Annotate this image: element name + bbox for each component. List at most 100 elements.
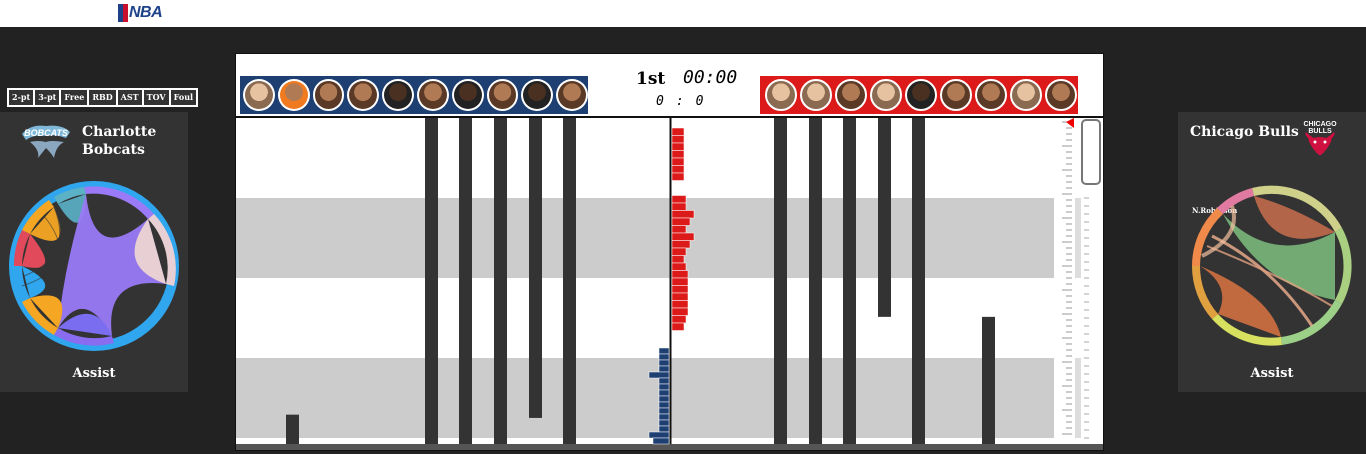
player-avatar[interactable] bbox=[486, 79, 519, 111]
chord-arc-4 bbox=[13, 266, 30, 302]
left-player-bar[interactable] bbox=[459, 118, 472, 444]
right-scoring-segment[interactable] bbox=[671, 307, 689, 316]
right-team-name: Chicago Bulls bbox=[1190, 124, 1299, 140]
right-scoring-segment[interactable] bbox=[671, 150, 685, 159]
left-player-bar[interactable] bbox=[563, 118, 576, 444]
left-scoring-segment[interactable] bbox=[658, 407, 670, 415]
player-avatar[interactable] bbox=[800, 79, 832, 111]
player-avatar[interactable] bbox=[870, 79, 902, 111]
player-avatar[interactable] bbox=[416, 79, 449, 111]
left-player-bar[interactable] bbox=[529, 118, 542, 418]
player-avatar[interactable] bbox=[312, 79, 345, 111]
left-scoring-segment[interactable] bbox=[658, 353, 670, 361]
right-scoring-segment[interactable] bbox=[671, 292, 689, 301]
right-scoring-segment[interactable] bbox=[671, 255, 685, 264]
left-player-bar[interactable] bbox=[494, 118, 507, 444]
player-avatar[interactable] bbox=[1045, 79, 1077, 111]
filter-assist-button[interactable]: AST bbox=[116, 89, 143, 106]
nba-logo[interactable]: NBA bbox=[118, 3, 163, 23]
left-scoring-segment[interactable] bbox=[648, 371, 670, 379]
right-player-bar[interactable] bbox=[774, 118, 787, 444]
left-scoring-segment[interactable] bbox=[658, 395, 670, 403]
right-scoring-segment[interactable] bbox=[671, 247, 687, 256]
chord-arc-r2 bbox=[1335, 228, 1352, 304]
chord-arc-3 bbox=[13, 230, 30, 266]
chord-arc-r7 bbox=[1217, 188, 1254, 214]
possession-timeline[interactable] bbox=[236, 116, 1103, 450]
left-team-roster bbox=[240, 76, 588, 114]
chord-arc-7 bbox=[84, 186, 154, 219]
player-avatar[interactable] bbox=[975, 79, 1007, 111]
left-scoring-segment[interactable] bbox=[658, 401, 670, 409]
player-avatar[interactable] bbox=[451, 79, 484, 111]
right-scoring-segment[interactable] bbox=[671, 142, 685, 151]
player-avatar[interactable] bbox=[905, 79, 937, 111]
right-player-bar[interactable] bbox=[912, 118, 925, 444]
chord-arc-6 bbox=[54, 328, 114, 346]
right-scoring-segment[interactable] bbox=[671, 285, 689, 294]
left-scoring-segment[interactable] bbox=[658, 383, 670, 391]
left-scoring-segment[interactable] bbox=[658, 413, 670, 421]
right-scoring-segment[interactable] bbox=[671, 157, 685, 166]
left-scoring-segment[interactable] bbox=[658, 425, 670, 433]
timeline-canvas[interactable] bbox=[236, 118, 1103, 451]
chord-arc-8 bbox=[148, 214, 176, 286]
player-avatar[interactable] bbox=[940, 79, 972, 111]
right-player-bar[interactable] bbox=[878, 118, 891, 317]
right-scoring-segment[interactable] bbox=[671, 210, 695, 219]
right-scoring-segment[interactable] bbox=[671, 300, 689, 309]
left-assist-chord-diagram[interactable] bbox=[6, 176, 182, 352]
top-bar: NBA bbox=[0, 0, 1366, 27]
right-scoring-segment[interactable] bbox=[671, 225, 687, 234]
game-clock: 00:00 bbox=[683, 67, 738, 88]
right-scoring-segment[interactable] bbox=[671, 202, 687, 211]
player-avatar[interactable] bbox=[277, 79, 310, 111]
left-scoring-segment[interactable] bbox=[658, 359, 670, 367]
left-player-bar[interactable] bbox=[425, 118, 438, 444]
player-avatar[interactable] bbox=[1010, 79, 1042, 111]
scoreboard-header: 1st 00:00 0:0 bbox=[236, 54, 1103, 116]
filter-rebound-button[interactable]: RBD bbox=[88, 89, 117, 106]
right-scoring-segment[interactable] bbox=[671, 127, 685, 136]
filter-2pt-button[interactable]: 2-pt bbox=[8, 89, 35, 106]
left-scoring-segment[interactable] bbox=[658, 347, 670, 355]
player-avatar[interactable] bbox=[521, 79, 554, 111]
right-scoring-segment[interactable] bbox=[671, 165, 685, 174]
filter-turnover-button[interactable]: TOV bbox=[142, 89, 170, 106]
right-player-bar[interactable] bbox=[982, 316, 995, 444]
nba-logo-text: NBA bbox=[129, 4, 163, 21]
left-chart-label: Assist bbox=[72, 366, 116, 381]
left-scoring-segment[interactable] bbox=[658, 365, 670, 373]
right-scoring-segment[interactable] bbox=[671, 195, 687, 204]
right-player-bar[interactable] bbox=[843, 118, 856, 444]
filter-free-throw-button[interactable]: Free bbox=[60, 89, 89, 106]
right-player-bar[interactable] bbox=[809, 118, 822, 444]
timeline-scroll-track[interactable] bbox=[236, 444, 1103, 451]
player-avatar[interactable] bbox=[765, 79, 797, 111]
filter-3pt-button[interactable]: 3-pt bbox=[34, 89, 61, 106]
right-scoring-segment[interactable] bbox=[671, 172, 685, 181]
player-avatar[interactable] bbox=[243, 79, 275, 111]
right-scoring-segment[interactable] bbox=[671, 262, 687, 271]
right-scoring-segment[interactable] bbox=[671, 322, 685, 331]
player-avatar[interactable] bbox=[347, 79, 380, 111]
right-scoring-segment[interactable] bbox=[671, 217, 691, 226]
left-scoring-segment[interactable] bbox=[658, 389, 670, 397]
filter-foul-button[interactable]: Foul bbox=[169, 89, 198, 106]
player-avatar[interactable] bbox=[835, 79, 867, 111]
left-scoring-segment[interactable] bbox=[658, 377, 670, 385]
right-scoring-segment[interactable] bbox=[671, 315, 687, 324]
left-scoring-segment[interactable] bbox=[652, 437, 670, 445]
left-scoring-segment[interactable] bbox=[658, 419, 670, 427]
player-avatar[interactable] bbox=[556, 79, 588, 111]
right-scoring-segment[interactable] bbox=[671, 270, 689, 279]
player-avatar[interactable] bbox=[382, 79, 414, 111]
right-scoring-segment[interactable] bbox=[671, 240, 691, 249]
right-scoring-segment[interactable] bbox=[671, 277, 689, 286]
left-player-bar-short[interactable] bbox=[286, 414, 299, 444]
right-assist-chord-diagram[interactable] bbox=[1184, 176, 1360, 352]
right-scoring-segment[interactable] bbox=[671, 135, 685, 144]
right-scoring-segment[interactable] bbox=[671, 232, 695, 241]
ruler-viewport-handle[interactable] bbox=[1081, 119, 1101, 185]
left-scoring-segment[interactable] bbox=[648, 431, 670, 439]
